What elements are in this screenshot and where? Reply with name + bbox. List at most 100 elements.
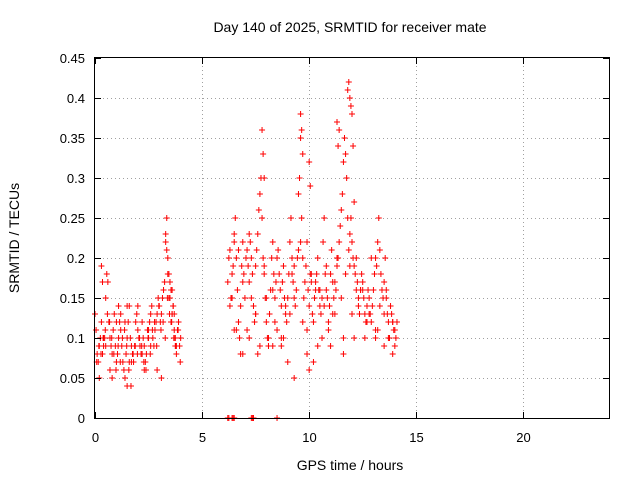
data-point xyxy=(269,287,276,293)
data-point xyxy=(298,127,305,133)
y-tick-label: 0.1 xyxy=(67,331,85,346)
data-point xyxy=(230,263,237,269)
data-point xyxy=(163,247,170,253)
data-point xyxy=(124,383,131,389)
data-point xyxy=(170,303,177,309)
y-tick-label: 0.15 xyxy=(60,291,85,306)
data-point xyxy=(289,271,296,277)
x-tick-label: 10 xyxy=(302,430,316,445)
data-point xyxy=(282,303,289,309)
data-point xyxy=(158,375,165,381)
data-point xyxy=(138,343,145,349)
data-point xyxy=(342,271,349,277)
data-point xyxy=(336,239,343,245)
data-point xyxy=(108,335,115,341)
data-point xyxy=(245,263,252,269)
data-point xyxy=(355,303,362,309)
data-point xyxy=(391,327,398,333)
data-point xyxy=(358,271,365,277)
data-point xyxy=(237,303,244,309)
data-point xyxy=(330,295,337,301)
data-point xyxy=(239,351,246,357)
data-point xyxy=(155,303,162,309)
data-point xyxy=(268,255,275,261)
data-point xyxy=(277,287,284,293)
y-tick-label: 0.05 xyxy=(60,371,85,386)
data-point xyxy=(283,319,290,325)
data-point xyxy=(370,287,377,293)
data-point xyxy=(259,215,266,221)
data-point xyxy=(349,311,355,317)
data-point xyxy=(270,271,277,277)
y-tick-label: 0.45 xyxy=(60,51,85,66)
data-point xyxy=(301,279,308,285)
data-point xyxy=(360,295,367,301)
data-point xyxy=(260,255,267,261)
x-tick-label: 5 xyxy=(199,430,206,445)
data-point xyxy=(337,223,344,229)
data-point xyxy=(340,351,347,357)
data-point xyxy=(304,239,311,245)
data-point xyxy=(298,215,305,221)
data-point xyxy=(334,263,341,269)
data-point xyxy=(233,255,240,261)
y-tick-label: 0.25 xyxy=(60,211,85,226)
data-point xyxy=(249,271,256,277)
data-point xyxy=(361,335,368,341)
data-point xyxy=(272,279,279,285)
data-point xyxy=(259,127,266,133)
data-point xyxy=(291,295,298,301)
data-point xyxy=(229,295,236,301)
data-point xyxy=(253,247,260,253)
data-point xyxy=(235,247,242,253)
data-point xyxy=(98,263,105,269)
data-point xyxy=(371,271,378,277)
data-point xyxy=(147,343,154,349)
data-point xyxy=(388,311,395,317)
data-point xyxy=(344,87,351,93)
y-axis-title: SRMTID / TECUs xyxy=(6,183,22,293)
data-point xyxy=(346,263,353,269)
data-point xyxy=(340,335,347,341)
data-point xyxy=(306,303,313,309)
data-point xyxy=(232,215,239,221)
data-point xyxy=(231,239,238,245)
data-point xyxy=(147,311,154,317)
data-point xyxy=(109,375,116,381)
data-point xyxy=(123,351,130,357)
data-point xyxy=(317,311,324,317)
data-point xyxy=(157,327,164,333)
data-point xyxy=(224,279,231,285)
data-point xyxy=(347,215,354,221)
data-point xyxy=(321,215,328,221)
data-point xyxy=(260,151,267,157)
data-point xyxy=(299,151,306,157)
data-point xyxy=(291,375,298,381)
data-point xyxy=(162,335,169,341)
data-point xyxy=(113,319,120,325)
data-point xyxy=(261,263,268,269)
data-point xyxy=(326,303,333,309)
data-point xyxy=(327,343,334,349)
data-point xyxy=(266,311,273,317)
data-point xyxy=(308,271,315,277)
data-point xyxy=(102,343,109,349)
data-point xyxy=(263,319,270,325)
data-point xyxy=(300,295,307,301)
data-point xyxy=(252,263,259,269)
data-point xyxy=(359,279,366,285)
data-point xyxy=(115,343,122,349)
data-point xyxy=(278,335,285,341)
data-point xyxy=(287,215,294,221)
data-point xyxy=(140,359,147,365)
data-point xyxy=(349,111,355,117)
data-point xyxy=(340,159,347,165)
data-point xyxy=(376,303,383,309)
data-point xyxy=(322,271,329,277)
data-point xyxy=(115,303,122,309)
data-point xyxy=(366,295,373,301)
data-point xyxy=(160,287,167,293)
data-point xyxy=(341,135,348,141)
data-point xyxy=(356,311,363,317)
